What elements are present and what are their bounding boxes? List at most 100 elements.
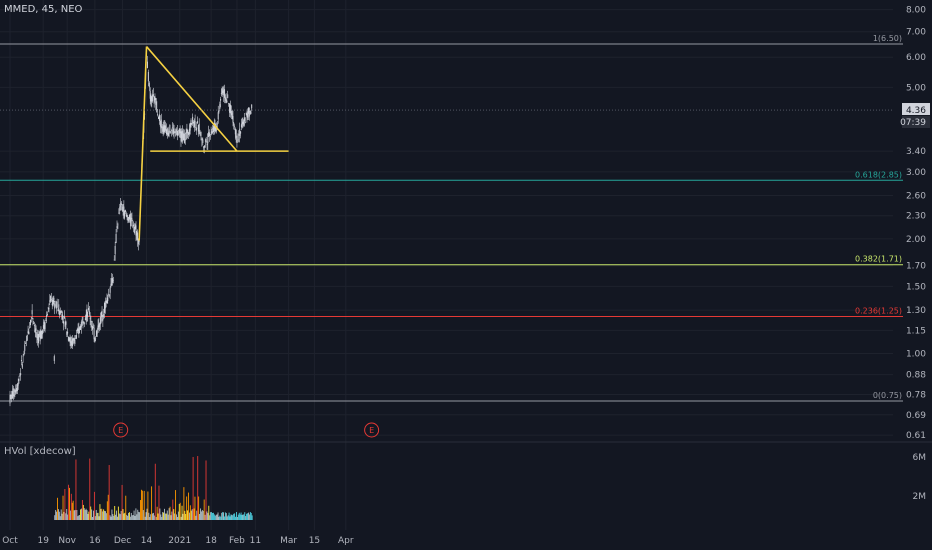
earnings-label-0: E: [118, 426, 123, 435]
volume-bar: [59, 516, 61, 520]
volume-bar: [210, 512, 212, 520]
volume-bar: [88, 511, 90, 520]
candle-body: [36, 336, 38, 338]
candle-body: [15, 390, 17, 394]
candle-body: [150, 95, 152, 102]
candle-body: [120, 203, 122, 205]
volume-bar: [103, 509, 105, 520]
candle-body: [40, 330, 42, 339]
candle-body: [127, 216, 129, 221]
volume-bar: [164, 508, 165, 520]
candle-body: [203, 146, 205, 149]
price-tick-6: 3.00: [906, 168, 926, 178]
volume-bar: [87, 513, 89, 520]
volume-bar: [201, 510, 203, 520]
volume-bar: [134, 515, 136, 520]
price-tick-13: 1.15: [906, 326, 926, 336]
volume-bar: [76, 510, 78, 520]
price-tick-1: 7.00: [906, 28, 926, 38]
volume-bar: [77, 516, 79, 520]
volume-bar: [115, 514, 117, 520]
candle-body: [70, 341, 72, 346]
candle-body: [192, 122, 194, 124]
volume-bar: [224, 516, 225, 520]
volume-bar: [142, 510, 144, 520]
candle-body: [88, 307, 90, 311]
candle-body: [75, 335, 77, 339]
candle-body: [137, 232, 139, 241]
volume-bar: [167, 514, 169, 520]
volume-bar: [180, 516, 182, 520]
volume-bar: [247, 513, 248, 520]
volume-bar: [129, 512, 130, 520]
volume-bar: [245, 516, 247, 520]
price-tick-7: 2.60: [906, 191, 926, 201]
volume-bar: [226, 516, 228, 520]
candle-body: [78, 327, 80, 334]
candle-body: [20, 360, 22, 362]
candle-body: [58, 304, 60, 311]
candle-body: [162, 126, 164, 132]
candle-body: [30, 316, 32, 318]
candle-body: [178, 128, 180, 135]
candle-body: [201, 138, 203, 141]
price-axis[interactable]: 8.00 7.00 6.00 5.00 3.40 3.00 2.60 2.30 2.00 1.70…: [0, 6, 930, 441]
candle-body: [28, 331, 30, 335]
time-tick-11: 15: [309, 536, 320, 546]
time-axis[interactable]: Oct 19 Nov 16 Dec 14 2021 18 Feb 11 Mar 15 Apr: [2, 536, 354, 546]
candle-body: [21, 364, 23, 368]
volume-bar: [64, 489, 66, 520]
candle-body: [224, 97, 226, 100]
triangle-trendlines[interactable]: [138, 46, 289, 241]
candle-body: [232, 116, 234, 123]
volume-bar: [236, 512, 237, 520]
volume-bar: [189, 505, 191, 520]
candle-body: [235, 129, 237, 138]
volume-bar: [93, 510, 94, 520]
candle-body: [30, 319, 31, 326]
candle-body: [168, 132, 170, 137]
time-tick-1: 19: [37, 536, 49, 546]
candle-body: [183, 133, 185, 143]
candle-body: [240, 124, 242, 128]
candle-body: [38, 334, 40, 335]
candle-body: [37, 333, 39, 341]
candle-body: [187, 130, 189, 134]
volume-bar: [182, 513, 184, 520]
volume-bar: [86, 510, 88, 520]
candle-body: [194, 120, 196, 127]
volume-bar: [183, 487, 185, 520]
candle-body: [89, 318, 91, 319]
candle-body: [57, 309, 59, 312]
candle-body: [16, 388, 18, 392]
candle-body: [115, 233, 117, 244]
volume-bar: [155, 516, 157, 520]
volume-bar: [98, 516, 100, 520]
time-tick-0: Oct: [2, 536, 18, 546]
candle-body: [68, 339, 70, 341]
candle-body: [73, 338, 75, 341]
last-price-value: 4.36: [906, 106, 926, 116]
volume-bar: [212, 512, 213, 520]
volume-bar: [118, 513, 120, 520]
price-tick-15: 0.88: [906, 371, 926, 381]
volume-bar: [72, 500, 74, 520]
candle-body: [152, 94, 154, 97]
fib-label-3: 0.236(1.25): [855, 307, 902, 316]
candle-body: [148, 82, 150, 88]
candle-body: [234, 128, 236, 135]
volume-bar: [95, 509, 97, 520]
candle-body: [67, 336, 69, 341]
candle-body: [108, 294, 110, 296]
candle-body: [119, 206, 121, 211]
volume-bar: [136, 514, 138, 520]
candle-body: [244, 117, 246, 122]
price-tick-9: 2.00: [906, 235, 926, 245]
candle-body: [197, 124, 199, 132]
candle-body: [181, 131, 183, 139]
candle-body: [182, 130, 184, 142]
volume-bar: [203, 499, 205, 520]
symbol-header: MMED, 45, NEO: [4, 4, 83, 15]
